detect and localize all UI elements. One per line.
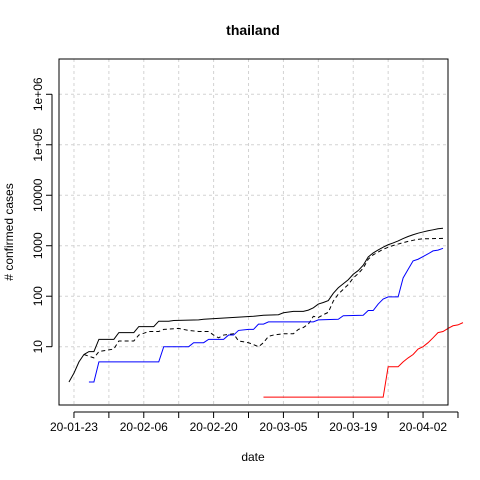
series-line-2 xyxy=(83,237,444,359)
grid xyxy=(59,59,448,405)
x-tick-label: 20-02-06 xyxy=(120,420,168,434)
x-tick-label: 20-04-02 xyxy=(399,420,447,434)
series-line-3 xyxy=(88,247,444,383)
x-tick-label: 20-02-20 xyxy=(190,420,238,434)
x-tick-label: 20-03-19 xyxy=(329,420,377,434)
x-axis: 20-01-23 20-02-06 20-02-20 20-03-05 20-03-19… xyxy=(50,411,459,434)
x-tick-label: 20-03-05 xyxy=(259,420,307,434)
series-layer xyxy=(68,227,464,398)
y-tick-label: 1e+06 xyxy=(31,77,45,111)
chart-title: thailand xyxy=(226,22,280,38)
y-tick-label: 10000 xyxy=(31,178,45,212)
y-axis-label: # confirmed cases xyxy=(2,183,16,280)
series-line-4 xyxy=(263,322,464,398)
series-line-1 xyxy=(68,227,444,383)
y-axis: 10 100 1000 10000 1e+05 1e+06 xyxy=(31,77,53,354)
plot-frame xyxy=(58,58,449,406)
x-tick-label: 20-01-23 xyxy=(50,420,98,434)
y-tick-label: 1e+05 xyxy=(31,128,45,162)
y-tick-label: 1000 xyxy=(31,232,45,259)
x-axis-label: date xyxy=(241,450,265,464)
y-tick-label: 100 xyxy=(31,286,45,306)
y-tick-label: 10 xyxy=(31,340,45,354)
